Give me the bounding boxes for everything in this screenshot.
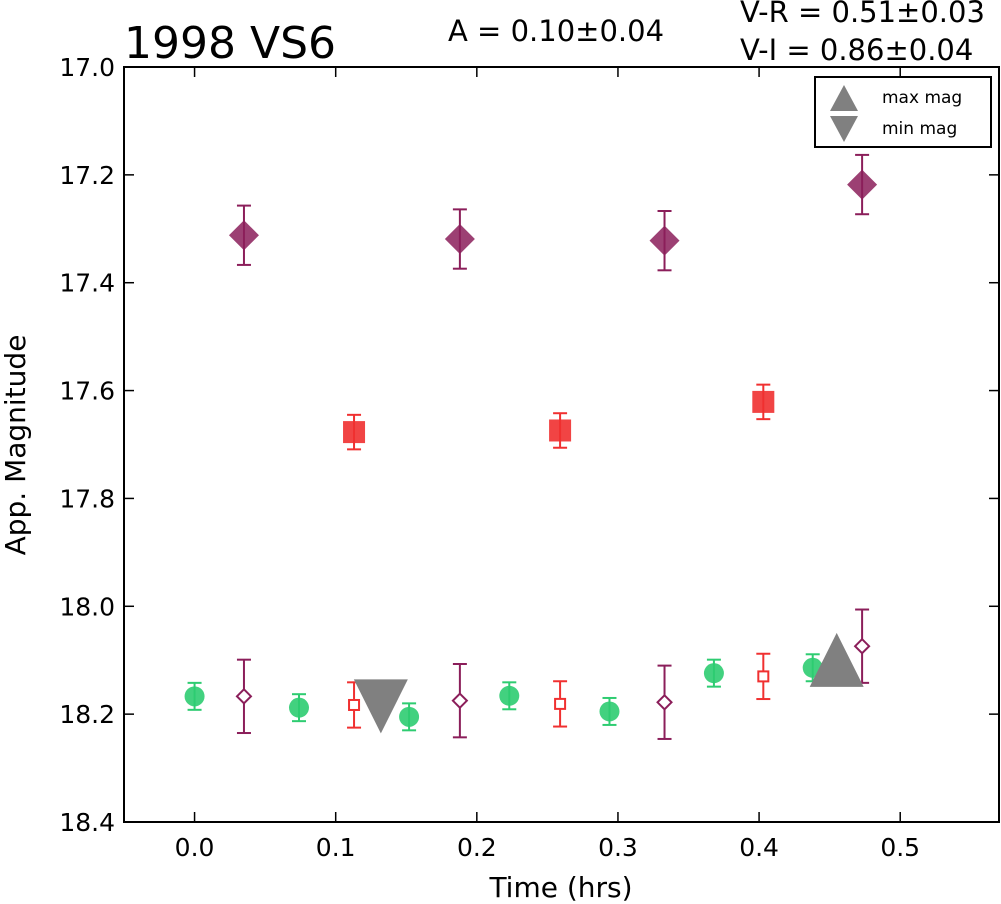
data-point-diamond	[444, 224, 475, 255]
data-point-circle	[599, 701, 620, 722]
x-tick-label: 0.0	[175, 833, 215, 862]
data-point-circle	[289, 697, 309, 718]
data-point-diamond-open	[853, 637, 871, 655]
data-point-square-open	[554, 697, 567, 710]
x-tick-label: 0.1	[316, 833, 356, 862]
legend-min-mag-icon	[830, 116, 858, 142]
y-tick-label: 17.4	[59, 269, 115, 298]
data-layer	[184, 153, 878, 740]
data-point-diamond-open	[656, 693, 673, 711]
y-tick-label: 17.2	[59, 161, 115, 190]
x-tick-label: 0.5	[880, 833, 920, 862]
data-point-circle	[703, 663, 724, 684]
chart-title: 1998 VS6	[124, 18, 336, 69]
y-tick-label: 18.2	[59, 700, 115, 729]
data-point-square-open	[757, 670, 770, 683]
y-tick-label: 18.0	[59, 592, 115, 621]
min-mag-marker	[353, 679, 408, 734]
data-point-diamond-open	[235, 687, 253, 705]
y-tick-label: 17.6	[59, 377, 115, 406]
max-mag-marker	[809, 632, 864, 687]
x-axis-label: Time (hrs)	[488, 871, 632, 904]
color-vi-label: V-I = 0.86±0.04	[740, 33, 973, 67]
y-tick-label: 17.8	[59, 484, 115, 513]
y-tick-label: 17.0	[59, 53, 115, 82]
data-point-square	[549, 419, 572, 442]
data-point-diamond	[847, 169, 878, 200]
data-point-diamond	[649, 225, 680, 256]
data-point-square	[343, 421, 366, 444]
legend-min-mag-label: min mag	[882, 119, 957, 139]
legend-max-mag-icon	[830, 85, 858, 111]
amplitude-label: A = 0.10±0.04	[448, 14, 664, 48]
data-point-circle	[399, 706, 420, 727]
tick-layer: 0.0 0.1 0.2 0.3 0.4 0.5 17.0 17.2 17.4 17.6 17.8 18…	[59, 53, 999, 862]
data-point-diamond	[228, 220, 259, 251]
data-point-diamond-open	[451, 692, 469, 710]
x-tick-label: 0.4	[739, 833, 779, 862]
x-tick-label: 0.2	[457, 833, 497, 862]
legend: max mag min mag	[814, 76, 992, 148]
legend-max-mag-label: max mag	[882, 88, 962, 108]
x-tick-label: 0.3	[598, 833, 638, 862]
y-axis-label: App. Magnitude	[0, 335, 32, 556]
y-tick-label: 18.4	[59, 808, 115, 837]
data-point-circle	[499, 685, 520, 706]
color-vr-label: V-R = 0.51±0.03	[740, 0, 985, 29]
plot-frame	[123, 66, 1000, 823]
data-point-circle	[184, 686, 205, 707]
data-point-square-open	[348, 698, 361, 711]
data-point-square	[752, 390, 775, 413]
